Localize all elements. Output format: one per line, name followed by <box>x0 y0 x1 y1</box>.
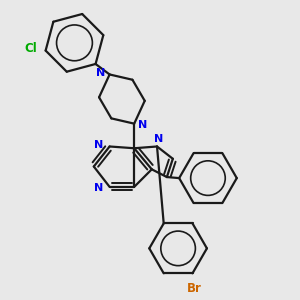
Text: N: N <box>96 68 105 78</box>
Text: N: N <box>138 120 148 130</box>
Text: N: N <box>94 140 104 150</box>
Text: N: N <box>154 134 164 145</box>
Text: Br: Br <box>187 282 202 295</box>
Text: N: N <box>94 183 104 193</box>
Text: Cl: Cl <box>24 42 37 55</box>
